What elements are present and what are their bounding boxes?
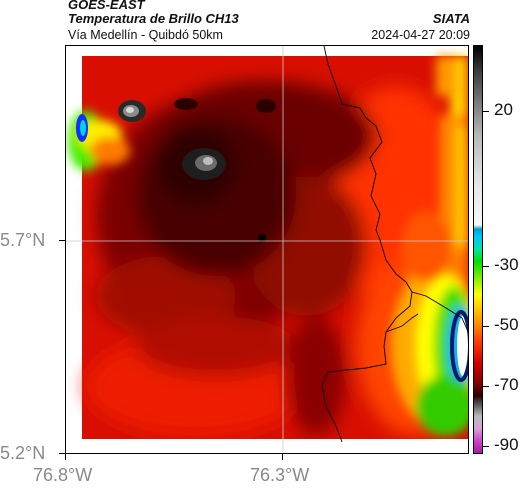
lat-tick-label: 5.7°N	[0, 230, 46, 250]
lon-tick-line-1	[65, 454, 66, 460]
border-line	[321, 46, 413, 443]
lon-tick-label: 76.8°W	[33, 465, 93, 485]
lon-tick-line-2	[282, 454, 283, 460]
lat-tick-label: 5.2°N	[0, 443, 46, 463]
colorbar-label: 20	[494, 100, 513, 119]
subtitle-route: Vía Medellín - Quibdó 50km	[68, 28, 223, 42]
colorbar-label: -70	[494, 375, 519, 394]
colorbar	[473, 45, 483, 454]
lat-tick-line-1	[59, 240, 65, 241]
colorbar-tick	[483, 111, 489, 112]
colorbar-tick	[483, 386, 489, 387]
colorbar-tick	[483, 446, 489, 447]
colorbar-label: -50	[494, 315, 519, 334]
satellite-map[interactable]	[65, 45, 469, 454]
map-svg	[66, 46, 468, 453]
lon-tick-label: 76.3°W	[250, 465, 310, 485]
org-label: SIATA	[432, 11, 470, 26]
colorbar-tick	[483, 326, 489, 327]
title-product: Temperatura de Brillo CH13	[68, 11, 239, 26]
colorbar-tick	[483, 266, 489, 267]
lat-tick-line-2	[59, 453, 65, 454]
temperature-field	[66, 56, 468, 453]
colorbar-label: -90	[494, 435, 519, 454]
colorbar-label: -30	[494, 255, 519, 274]
datetime-label: 2024-04-27 20:09	[371, 28, 470, 42]
title-satellite: GOES-EAST	[68, 0, 145, 12]
graticule	[66, 46, 468, 453]
